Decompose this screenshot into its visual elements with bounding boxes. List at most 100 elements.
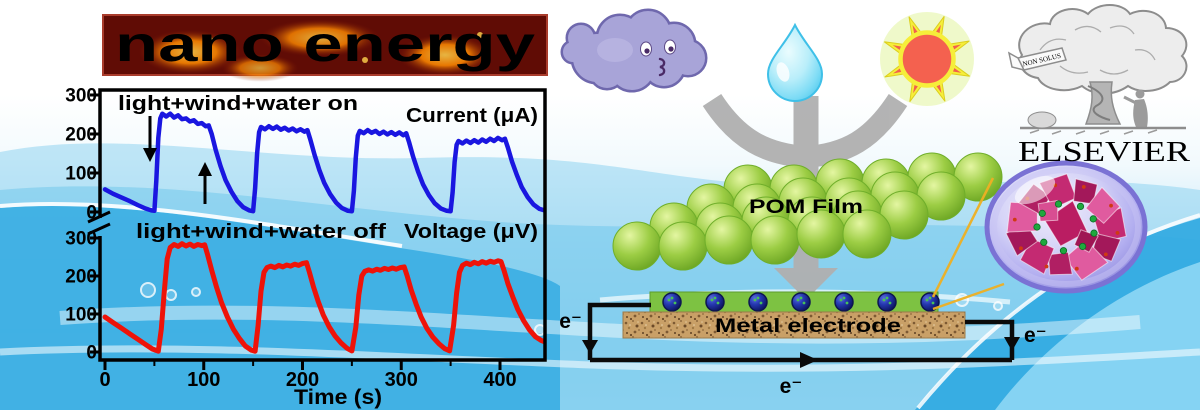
pom-dot-detail [759,301,763,305]
pom-dot [834,292,854,312]
wind-cloud-icon [560,8,708,93]
dual-panel-chart: 0 100 200 300 0 100 200 300 0 100 200 300 400 light… [65,86,547,409]
pom-film-label: POM Film [749,197,863,218]
pom-dot-detail [842,296,846,300]
chart-frame [98,88,547,362]
metal-electrode [622,311,966,339]
up-annotation-arrow-icon [198,162,212,204]
green-atom [1033,223,1041,231]
green-atom [1054,200,1063,208]
pom-polyhedron [1085,186,1121,224]
x-tick-label: 200 [286,369,319,391]
pom-dot-detail [845,301,849,305]
y-tick-label: 100 [65,305,97,326]
annotation-off: light+wind+water off [136,221,386,243]
pom-dot [877,292,897,312]
red-atom [1019,246,1023,251]
red-atom [1074,266,1079,271]
pom-dot-detail [885,296,889,300]
pom-dot-detail [802,301,806,305]
pom-dot [705,292,725,312]
journal-title: nano energy [115,16,535,72]
cloud-body [563,11,705,90]
green-atom [1079,242,1087,251]
pom-sphere [612,221,662,271]
x-tick-label: 300 [385,369,418,391]
pom-sphere [658,221,708,271]
y-tick-label: 200 [65,267,97,288]
pom-dot [791,292,811,312]
electron-arrow-right-icon [1004,337,1020,351]
pom-dot [662,292,682,312]
water-drop-icon [766,22,824,102]
voltage-curve [102,241,544,354]
y-tick-label: 300 [65,86,97,107]
zoom-callout-lines [931,177,1005,311]
pom-dot-detail [888,301,892,305]
pom-film-spheres [612,152,1003,271]
pom-dot-detail [753,298,757,302]
pom-dot-detail [931,301,935,305]
green-atom [1059,247,1068,255]
pom-dot-detail [928,296,932,300]
red-atom [1012,217,1017,222]
cloud-puff [563,42,583,62]
green-atom [1090,229,1098,237]
voltage-axis-label: Voltage (μV) [404,221,538,243]
red-atom [1109,203,1113,208]
red-atom [1103,252,1108,257]
external-circuit [582,302,1020,368]
down-annotation-arrow-icon [143,116,157,162]
y-tick-label: 300 [65,229,97,250]
elsevier-logo: NON SOLUS ELSEVIER [1007,4,1190,168]
pom-molecule-dots [662,292,940,312]
pom-polyhedron [1047,251,1073,276]
y-axis: 0 100 200 300 0 100 200 300 [65,86,100,364]
sun-icon [880,12,974,106]
electrode-device: Metal electrode [622,291,966,339]
elsevier-tree-icon [1007,4,1188,135]
x-tick-label: 100 [187,369,220,391]
bubbles [140,282,1003,336]
green-atom [1038,209,1046,217]
elsevier-wordmark: ELSEVIER [1018,137,1190,168]
electron-arrow-bottom-icon [800,352,818,368]
electron-label-right: e⁻ [1024,324,1047,347]
pom-sphere [842,209,892,259]
y-tick-label: 0 [86,203,97,224]
red-atom [1115,231,1120,235]
pom-dot-detail [799,296,803,300]
x-tick-label: 0 [99,369,110,391]
x-tick-label: 400 [483,369,516,391]
pom-molecule-sphere [984,160,1148,294]
pom-dot-detail [839,298,843,302]
pom-dot-detail [673,301,677,305]
pom-dot-detail [925,298,929,302]
x-axis-title: Time (s) [294,386,382,409]
pom-dot-detail [716,301,720,305]
pom-dot [920,292,940,312]
green-atom [1076,202,1085,211]
pom-dot-detail [756,296,760,300]
y-tick-label: 100 [65,164,97,185]
electron-label-bottom: e⁻ [780,375,803,398]
pom-dot-detail [796,298,800,302]
cloud-puff [591,56,623,88]
electron-arrow-left-icon [582,340,598,354]
pom-dot-detail [667,298,671,302]
pom-sphere [704,215,754,265]
pom-dot-detail [713,296,717,300]
y-tick-label: 0 [86,343,97,364]
x-axis: 0 100 200 300 400 [99,360,517,391]
green-atom [1089,215,1097,223]
pom-dot [748,292,768,312]
pom-film: POM Film [612,152,1003,271]
pom-sphere [750,215,800,265]
annotation-on: light+wind+water on [118,93,358,115]
red-atom [1081,185,1086,189]
pom-dot-detail [710,298,714,302]
y-tick-label: 200 [65,125,97,146]
journal-logo: nano energy [102,14,548,84]
